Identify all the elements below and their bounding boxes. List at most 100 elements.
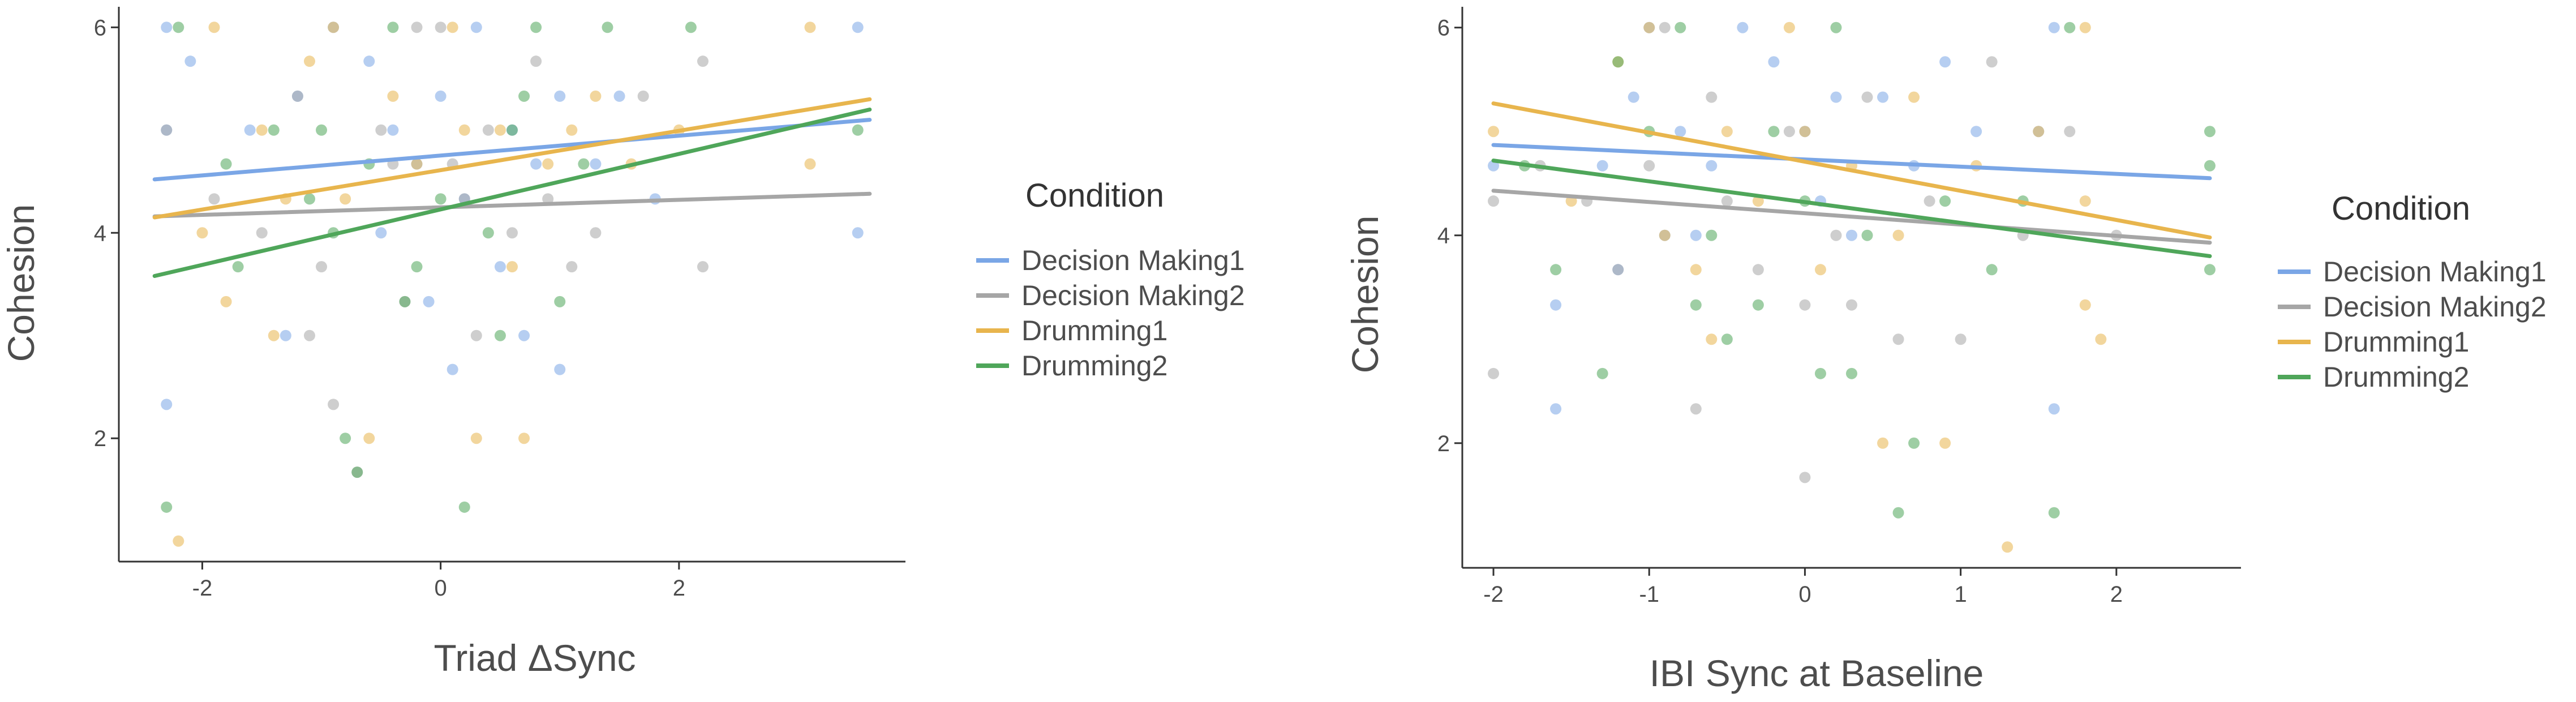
data-point [161,22,173,33]
data-point [1596,160,1608,172]
data-point [399,296,411,307]
data-point [542,193,554,205]
data-point [387,124,399,136]
data-point [470,329,482,341]
trend-line-1 [152,118,872,182]
data-point [852,227,864,239]
data-point [530,158,542,170]
data-point [1892,229,1904,241]
data-point [2079,22,2091,33]
data-point [2048,22,2060,33]
data-point [602,22,613,33]
chart-2: -2 -1 0 1 2 2 4 6 IBI Sync at Baseline Cohesion… [1344,7,2547,694]
data-point [435,193,446,205]
data-point [303,329,315,341]
data-point [1721,126,1733,138]
data-point [435,90,446,102]
chart-1-y-axis-title: Cohesion [0,204,42,362]
data-point [506,261,518,273]
legend-label-2: Decision Making2 [1021,280,1245,311]
data-point [530,55,542,67]
data-point [590,158,602,170]
data-point [470,22,482,33]
x-tick-label: 2 [673,576,685,601]
data-point [2002,541,2013,553]
data-point [2204,264,2216,276]
data-point [1690,264,1702,276]
data-point [1830,22,1842,33]
data-point [566,124,578,136]
data-point [375,227,387,239]
data-point [256,124,268,136]
data-point [578,158,590,170]
data-point [2048,403,2060,415]
data-point [363,55,375,67]
data-point [184,55,196,67]
data-point [685,22,697,33]
chart-1-points [161,22,864,547]
data-point [804,22,816,33]
y-tick-label: 2 [94,426,106,451]
x-tick-label: 0 [1798,582,1811,607]
legend-label-1: Decision Making1 [1021,245,1245,276]
data-point [196,227,208,239]
data-point [1814,264,1826,276]
data-point [852,22,864,33]
data-point [1783,126,1795,138]
data-point [328,399,340,410]
data-point [1783,22,1795,33]
data-point [303,193,315,205]
x-tick-label: 2 [2110,582,2123,607]
data-point [482,124,494,136]
data-point [1986,56,1998,68]
data-point [518,90,530,102]
data-point [506,227,518,239]
data-point [1908,437,1920,449]
data-point [1706,160,1718,172]
data-point [1550,299,1562,311]
trend-line-1 [1491,143,2212,181]
data-point [458,501,470,513]
data-point [1550,264,1562,276]
data-point [446,363,458,375]
data-point [1861,91,1873,103]
x-tick-label: -1 [1639,582,1659,607]
chart-2-points [1488,22,2216,553]
data-point [316,261,328,273]
chart-2-legend-title: Condition [2332,190,2470,227]
legend-label-1: Decision Making1 [2323,256,2547,288]
data-point [161,399,173,410]
data-point [411,261,423,273]
data-point [1721,333,1733,345]
data-point [566,261,578,273]
data-point [1986,264,1998,276]
data-point [554,90,566,102]
data-point [220,158,232,170]
legend-label-3: Drumming1 [2323,326,2469,358]
data-point [590,90,602,102]
data-point [1550,403,1562,415]
data-point [1706,91,1718,103]
legend-label-4: Drumming2 [1021,350,1167,382]
data-point [1908,91,1920,103]
data-point [1846,367,1857,379]
trend-line-2 [1491,189,2212,245]
data-point [1643,22,1655,33]
x-tick-label: -2 [1483,582,1504,607]
chart-1-legend-title: Condition [1025,177,1164,214]
data-point [530,22,542,33]
data-point [280,329,291,341]
x-tick-label: 1 [1955,582,1967,607]
data-point [1612,56,1624,68]
data-point [161,501,173,513]
data-point [1939,56,1951,68]
chart-1-legend-items: Decision Making1 Decision Making2 Drumming… [976,245,1245,382]
data-point [2064,22,2076,33]
chart-1-trend-lines [152,97,872,278]
data-point [554,296,566,307]
data-point [1752,299,1764,311]
data-point [256,227,268,239]
